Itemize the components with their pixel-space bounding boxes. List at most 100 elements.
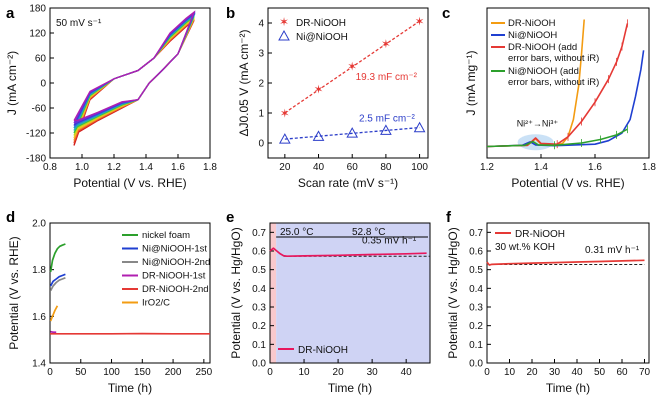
x-tick-label-b-1: 40 [313, 162, 325, 173]
curve-c-2 [486, 23, 629, 148]
y-tick-label-b-2: 2 [258, 79, 264, 90]
cv-loop-2 [73, 18, 195, 141]
x-tick-label-c-3: 1.8 [642, 162, 656, 173]
legend-marker-1 [278, 29, 290, 41]
annotation-scan-rate: 50 mV s⁻¹ [56, 18, 102, 29]
fit-line-0 [284, 20, 420, 114]
y-tick-label-f-5: 0.5 [469, 265, 483, 276]
panel-letter-f: f [446, 209, 452, 226]
y-tick-label-e-2: 0.2 [252, 321, 266, 332]
x-tick-label-b-4: 100 [411, 162, 428, 173]
curve-f-0 [486, 259, 645, 266]
x-tick-label-e-1: 10 [298, 367, 310, 378]
x-tick-label-f-6: 60 [616, 367, 628, 378]
curve-e-0 [269, 247, 427, 258]
annotation-redox: Ni²⁺→Ni³⁺ [517, 118, 559, 128]
point-triangle-4 [413, 121, 426, 133]
point-star-4: ✶ [415, 15, 425, 29]
y-tick-label-f-6: 0.6 [469, 247, 483, 258]
x-tick-label-d-5: 250 [196, 367, 213, 378]
x-tick-label-b-3: 80 [380, 162, 392, 173]
panel-letter-b: b [226, 5, 235, 22]
curve-d-2 [49, 277, 66, 292]
legend-line1-c-2: DR-NiOOH (add [508, 42, 577, 53]
highlight-ellipse [517, 134, 554, 151]
plot-frame-e [269, 222, 431, 364]
x-tick-label-b-2: 60 [347, 162, 359, 173]
y-tick-label-a-2: -60 [32, 104, 47, 115]
annotation-rate-f: 0.31 mV h⁻¹ [585, 245, 640, 256]
plot-frame-d [49, 222, 211, 364]
legend-label-0: DR-NiOOH [296, 18, 346, 29]
x-tick-label-d-2: 100 [103, 367, 120, 378]
y-tick-label-d-2: 1.8 [32, 265, 46, 276]
y-tick-label-a-6: 180 [29, 4, 46, 15]
panel-letter-e: e [226, 209, 234, 226]
legend-note-f: 30 wt.% KOH [495, 242, 555, 253]
cv-loop-10 [73, 10, 196, 122]
plot-frame-c [486, 7, 650, 159]
y-tick-label-e-4: 0.4 [252, 284, 266, 295]
x-tick-label-d-1: 50 [75, 367, 87, 378]
x-tick-label-f-4: 40 [571, 367, 583, 378]
point-triangle-2 [346, 127, 359, 138]
x-tick-label-a-4: 1.6 [171, 162, 185, 173]
legend-line2-c-3: error bars, without iR) [508, 77, 599, 88]
x-axis-label-e: Time (h) [328, 381, 372, 395]
legend-marker-0: ✶ [279, 15, 289, 29]
y-axis-label-a: J (mA cm⁻²) [5, 51, 19, 115]
y-tick-label-e-1: 0.1 [252, 340, 266, 351]
y-tick-label-e-6: 0.6 [252, 247, 266, 258]
y-tick-label-b-4: 4 [258, 19, 264, 30]
y-axis-label-e: Potential (V vs. Hg/HgO) [229, 227, 243, 358]
point-triangle-1 [312, 130, 325, 141]
x-tick-label-e-2: 20 [333, 367, 345, 378]
x-tick-label-c-1: 1.4 [534, 162, 548, 173]
y-tick-label-e-3: 0.3 [252, 303, 266, 314]
point-triangle-3 [380, 124, 392, 135]
y-tick-label-f-0: 0.0 [469, 359, 483, 370]
y-axis-label-d: Potential (V vs. RHE) [7, 236, 21, 349]
y-axis-label-c: J (mA mg⁻¹) [464, 50, 478, 115]
x-tick-label-e-4: 40 [401, 367, 413, 378]
chart-layer: 0.8 1.0 1.2 1.4 1.6 1.8 Potential (V vs. RHE) -… [5, 4, 656, 396]
x-tick-label-d-4: 200 [165, 367, 182, 378]
curve-c-1 [486, 50, 645, 148]
y-tick-label-d-1: 1.6 [32, 312, 46, 323]
legend-label-e: DR-NiOOH [298, 345, 348, 356]
legend-label-d-4: DR-NiOOH-2nd [142, 284, 209, 295]
point-triangle-0 [278, 133, 291, 144]
curve-d-5 [49, 305, 59, 322]
y-tick-label-f-2: 0.2 [469, 321, 483, 332]
x-axis-label-b: Scan rate (mV s⁻¹) [298, 176, 398, 190]
annotation-rate-e: 0.35 mV h⁻¹ [362, 236, 417, 247]
x-tick-label-e-0: 0 [267, 367, 273, 378]
fit-label-0: 19.3 mF cm⁻² [356, 72, 418, 83]
x-tick-label-c-0: 1.2 [480, 162, 494, 173]
curve-d-0 [49, 243, 66, 273]
y-axis-label-b: ΔJ0.05 V (mA cm⁻²) [237, 29, 251, 136]
x-axis-label-f: Time (h) [546, 381, 590, 395]
x-tick-label-f-7: 70 [639, 367, 651, 378]
x-tick-label-f-0: 0 [484, 367, 490, 378]
legend-label-1: Ni@NiOOH [296, 32, 348, 43]
point-star-1: ✶ [313, 83, 323, 97]
y-tick-label-a-4: 60 [35, 54, 47, 65]
fit-line-1 [284, 126, 420, 140]
fit-label-1: 2.5 mF cm⁻² [359, 113, 416, 124]
y-tick-label-b-0: 0 [258, 139, 264, 150]
x-tick-label-d-3: 150 [134, 367, 151, 378]
temp-zone-52 [276, 223, 430, 363]
temp-zone-25 [270, 223, 277, 363]
legend-label-c-0: DR-NiOOH [508, 18, 556, 29]
legend-line1-c-3: Ni@NiOOH (add [508, 66, 579, 77]
curve-d-1 [49, 273, 66, 287]
panel-letter-d: d [6, 209, 15, 226]
x-tick-label-a-2: 1.2 [107, 162, 121, 173]
legend-label-d-0: nickel foam [142, 230, 190, 241]
panel-letter-a: a [6, 5, 15, 22]
cv-loop-0 [73, 19, 195, 146]
y-tick-label-b-3: 3 [258, 49, 264, 60]
x-tick-label-f-1: 10 [504, 367, 516, 378]
y-tick-label-f-7: 0.7 [469, 228, 483, 239]
